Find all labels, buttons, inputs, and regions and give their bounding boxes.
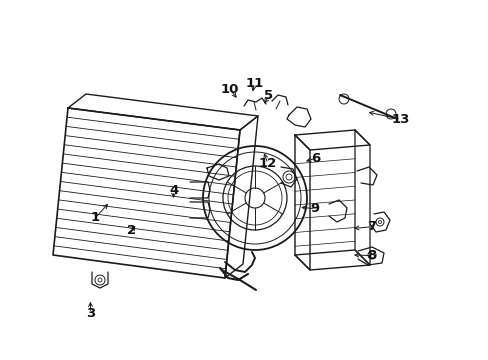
Text: 2: 2 — [127, 224, 136, 237]
Text: 5: 5 — [264, 89, 273, 102]
Text: 8: 8 — [366, 249, 375, 262]
Text: 3: 3 — [86, 307, 95, 320]
Text: 1: 1 — [91, 211, 100, 224]
Text: 10: 10 — [220, 83, 239, 96]
Text: 6: 6 — [310, 152, 319, 165]
Text: 11: 11 — [244, 77, 263, 90]
Text: 7: 7 — [366, 220, 375, 233]
Text: 12: 12 — [258, 157, 277, 170]
Text: 13: 13 — [391, 113, 409, 126]
Text: 9: 9 — [310, 202, 319, 215]
Text: 4: 4 — [169, 184, 178, 197]
